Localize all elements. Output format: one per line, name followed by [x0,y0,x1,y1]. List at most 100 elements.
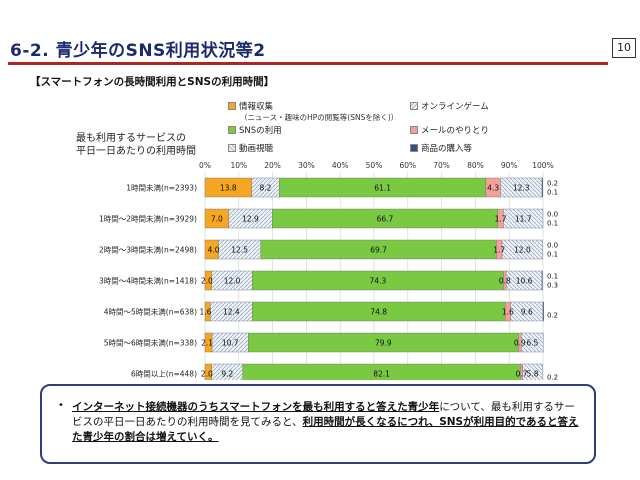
data-label-mail: 1.6 [502,308,514,317]
legend-note-info: （ニュース・趣味のHPの閲覧等(SNSを除く)） [240,113,399,122]
data-label-sns: 82.1 [373,370,390,379]
category-labels: 1時間未満(n=2393) 1時間～2時間未満(n=3929) 2時間～3時間未満(… [99,183,197,379]
legend-swatch-mail [410,126,418,134]
legend-label-shop: 商品の購入等 [421,144,473,154]
x-tick-label: 50% [366,161,383,170]
data-label-right: 0.0 [547,242,558,250]
data-label-info: 1.6 [199,308,211,317]
x-tick-label: 40% [332,161,349,170]
legend-item-sns: SNSの利用 [228,124,282,136]
data-label-video: 8.2 [260,184,272,193]
bar-segment-game [521,332,544,353]
chart-legend: 情報収集 （ニュース・趣味のHPの閲覧等(SNSを除く)） SNSの利用 動画視… [228,100,558,160]
legend-swatch-game [410,102,418,110]
legend-label-sns: SNSの利用 [239,126,282,136]
bar-segment-game [522,363,543,380]
legend-swatch-video [228,144,236,152]
data-label-video: 10.7 [222,339,239,348]
note-part2: について、最も利用するサービスの平日一日あたりの利用時間を見てみると、 [72,401,575,428]
x-tick-label: 100% [532,161,553,170]
bar-segment-shop [541,177,543,198]
data-label-sns: 74.3 [370,277,387,286]
data-label-right: 0.3 [547,282,558,290]
data-label-video: 12.0 [224,277,241,286]
data-label-sns: 61.1 [374,184,391,193]
legend-swatch-shop [410,144,418,152]
category-label: 1時間未満(n=2393) [126,183,197,193]
data-label-info: 13.8 [220,184,237,193]
data-label-right: 0.2 [547,180,558,188]
bar-segment-game [501,239,543,260]
summary-note-box: • インターネット接続機器のうちスマートフォンを最も利用すると答えた青少年につい… [40,384,596,464]
data-label-game: 5.8 [527,370,539,379]
data-label-info: 7.0 [211,215,223,224]
data-label-info: 2.1 [201,339,213,348]
legend-label-video: 動画視聴 [239,144,274,154]
data-labels: 13.8 8.2 61.1 4.3 12.3 0.20.17.0 12.9 66.7 1.7 11… [199,180,558,381]
data-label-right: 0.0 [547,211,558,219]
data-label-video: 12.4 [223,308,240,317]
data-label-right: 0.2 [547,374,558,381]
data-label-game: 6.5 [526,339,538,348]
legend-item-game: オンラインゲーム [410,100,489,112]
legend-label-info: 情報収集 [239,102,274,112]
legend-swatch-info [228,102,236,110]
x-tick-label: 0% [199,161,211,170]
data-label-info: 2.0 [201,370,213,379]
data-label-right: 0.2 [547,312,558,320]
note-text: インターネット接続機器のうちスマートフォンを最も利用すると答えた青少年について、… [72,400,582,445]
data-label-game: 9.6 [521,308,533,317]
legend-label-mail: メールのやりとり [421,126,490,136]
data-label-mail: 0.7 [516,370,528,379]
x-tick-label: 20% [264,161,281,170]
data-label-info: 2.0 [201,277,213,286]
legend-label-game: オンラインゲーム [421,102,489,112]
data-label-game: 12.3 [513,184,530,193]
title-rule [8,62,608,65]
bar-segment-game [503,208,544,229]
data-label-right: 0.1 [547,273,558,281]
legend-item-video: 動画視聴 [228,142,273,154]
data-label-mail: 4.3 [487,184,499,193]
legend-item-info: 情報収集 [228,100,273,112]
page-number: 10 [612,38,636,58]
data-label-game: 12.0 [514,246,531,255]
category-label: 1時間～2時間未満(n=3929) [99,214,197,224]
x-tick-label: 90% [501,161,518,170]
y-axis-title-line2: 平日一日あたりの利用時間 [76,146,196,157]
legend-swatch-sns [228,126,236,134]
data-label-sns: 66.7 [377,215,394,224]
x-tick-label: 30% [298,161,315,170]
data-label-mail: 0.9 [514,339,526,348]
page-title: 6-2. 青少年のSNS利用状況等2 [10,41,266,61]
category-label: 6時間以上(n=448) [131,370,197,379]
chart-title: 【スマートフォンの長時間利用とSNSの利用時間】 [30,76,275,88]
x-tick-label: 70% [433,161,450,170]
data-label-sns: 69.7 [370,246,387,255]
x-tick-label: 80% [467,161,484,170]
x-tick-label: 60% [399,161,416,170]
data-label-game: 10.6 [516,277,533,286]
note-bullet: • [58,400,64,411]
data-label-right: 0.1 [547,220,558,228]
data-label-info: 4.0 [208,246,220,255]
data-label-mail: 1.7 [493,246,505,255]
note-part3: 利用時間が長くなるにつれ、SNSが利用目的であると答えた青少年の割合は増えていく… [72,416,579,443]
note-part1: インターネット接続機器のうちスマートフォンを最も利用すると答えた青少年 [72,401,440,413]
data-label-video: 12.5 [231,246,248,255]
bar-segments [204,177,544,380]
data-label-game: 11.7 [515,215,532,224]
category-label: 3時間～4時間未満(n=1418) [99,276,197,286]
category-label: 5時間～6時間未満(n=338) [104,338,197,348]
data-label-mail: 1.7 [495,215,507,224]
data-label-sns: 79.9 [375,339,392,348]
data-label-right: 0.1 [547,189,558,197]
y-axis-title: 最も利用するサービスの 平日一日あたりの利用時間 [76,132,196,158]
data-label-sns: 74.8 [370,308,387,317]
bar-segment-shop [542,301,544,322]
data-label-right: 0.1 [547,251,558,259]
data-label-video: 12.9 [242,215,259,224]
category-label: 4時間～5時間未満(n=638) [104,307,197,317]
legend-item-mail: メールのやりとり [410,124,489,136]
stacked-bar-chart: 0% 10% 20% 30% 40% 50% 60% 70% 80% 90% 100% 1時間未満(… [99,161,558,381]
